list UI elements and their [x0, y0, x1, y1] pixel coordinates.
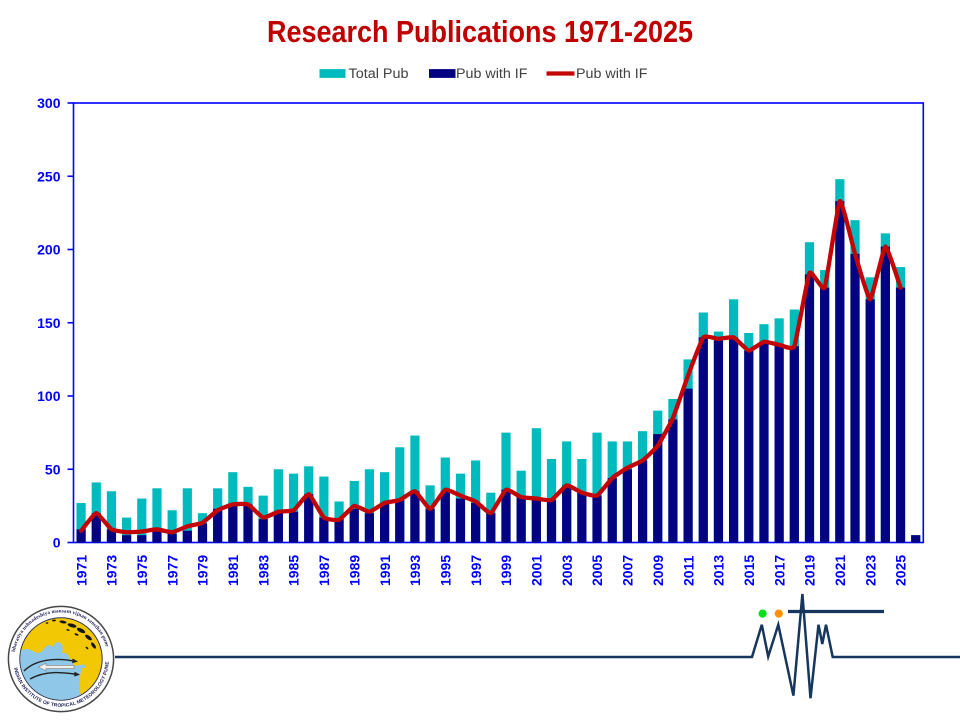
svg-text:2003: 2003: [559, 555, 575, 586]
svg-text:150: 150: [37, 315, 61, 331]
svg-text:50: 50: [45, 461, 61, 477]
svg-text:1987: 1987: [316, 555, 332, 586]
svg-text:0: 0: [53, 535, 61, 551]
svg-text:1991: 1991: [377, 555, 393, 586]
svg-text:1971: 1971: [73, 555, 89, 586]
svg-text:1989: 1989: [346, 555, 362, 586]
svg-text:1999: 1999: [498, 555, 514, 586]
svg-text:250: 250: [37, 168, 61, 184]
svg-text:2001: 2001: [529, 555, 545, 586]
svg-text:1977: 1977: [164, 555, 180, 586]
svg-text:2019: 2019: [802, 555, 818, 586]
svg-text:Total Pub: Total Pub: [349, 66, 409, 81]
svg-text:2021: 2021: [832, 555, 848, 586]
svg-text:2007: 2007: [620, 555, 636, 586]
svg-text:2013: 2013: [711, 555, 727, 586]
svg-text:Research Publications 1971-202: Research Publications 1971-2025: [267, 14, 693, 49]
svg-text:2017: 2017: [771, 555, 787, 586]
svg-text:Pub with IF: Pub with IF: [456, 66, 528, 81]
svg-text:300: 300: [37, 95, 61, 111]
svg-text:2011: 2011: [680, 555, 696, 586]
svg-text:1985: 1985: [286, 555, 302, 586]
svg-text:2015: 2015: [741, 555, 757, 586]
svg-text:2005: 2005: [589, 555, 605, 586]
svg-text:100: 100: [37, 388, 61, 404]
svg-text:2023: 2023: [862, 555, 878, 586]
svg-text:1983: 1983: [255, 555, 271, 586]
svg-text:200: 200: [37, 242, 61, 258]
svg-text:1981: 1981: [225, 555, 241, 586]
svg-text:1975: 1975: [134, 555, 150, 586]
svg-text:2009: 2009: [650, 555, 666, 586]
svg-text:2025: 2025: [893, 555, 909, 586]
svg-text:1973: 1973: [104, 555, 120, 586]
svg-text:1979: 1979: [195, 555, 211, 586]
svg-text:1997: 1997: [468, 555, 484, 586]
svg-text:1993: 1993: [407, 555, 423, 586]
svg-text:1995: 1995: [437, 555, 453, 586]
svg-text:Pub with IF: Pub with IF: [576, 66, 648, 81]
